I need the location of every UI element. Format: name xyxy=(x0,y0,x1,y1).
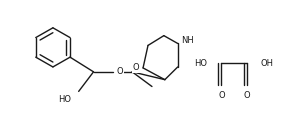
Text: HO: HO xyxy=(58,95,71,104)
Text: O: O xyxy=(117,67,124,76)
Text: O: O xyxy=(132,63,139,72)
Text: OH: OH xyxy=(261,59,274,68)
Text: NH: NH xyxy=(181,36,193,45)
Text: O: O xyxy=(244,91,250,100)
Text: HO: HO xyxy=(195,59,207,68)
Text: O: O xyxy=(218,91,225,100)
